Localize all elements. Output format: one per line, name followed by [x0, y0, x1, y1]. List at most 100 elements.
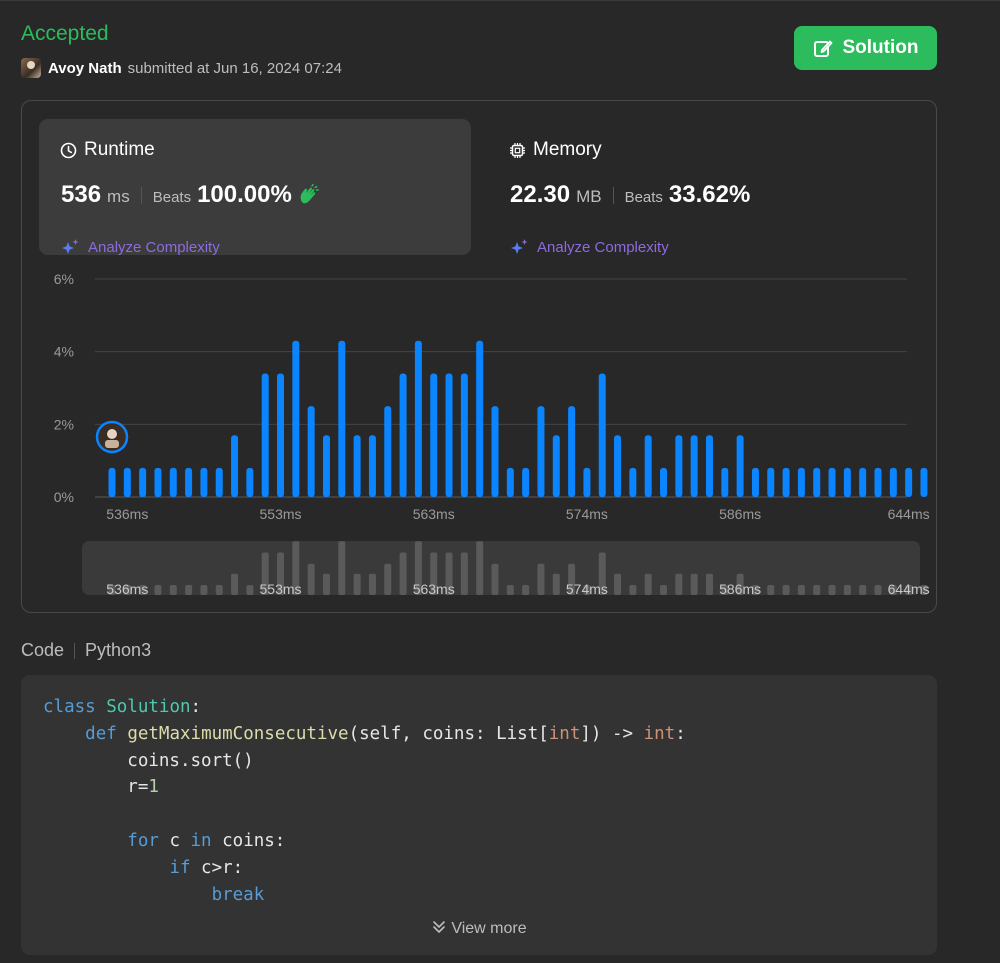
x-tick-label: 536ms — [106, 506, 148, 522]
minimap-bar — [215, 585, 223, 595]
memory-analyze-complexity[interactable]: Analyze Complexity — [510, 238, 669, 257]
minimap-bar — [889, 585, 897, 595]
minimap-bar — [353, 573, 361, 595]
top-divider — [0, 0, 1000, 1]
bar — [368, 435, 376, 497]
bar — [767, 467, 775, 497]
minimap-bar — [874, 585, 882, 595]
minimap-bar — [368, 573, 376, 595]
minimap-bar — [644, 573, 652, 595]
runtime-analyze-complexity[interactable]: Analyze Complexity — [61, 238, 220, 257]
bar — [552, 435, 560, 497]
minimap-bar — [751, 585, 759, 595]
minimap-bar — [614, 573, 622, 595]
solution-button[interactable]: Solution — [794, 26, 937, 70]
minimap-bar — [522, 585, 530, 595]
minimap-bar — [154, 585, 162, 595]
bar — [476, 340, 484, 497]
minimap-bar — [859, 585, 867, 595]
minimap-bar — [139, 585, 147, 595]
code-language: Python3 — [85, 640, 152, 660]
bar — [598, 373, 606, 497]
minimap-bar — [797, 585, 805, 595]
minimap-bar — [246, 585, 254, 595]
memory-value: 22.30 MB Beats 33.62% — [510, 181, 750, 209]
y-tick-label: 0% — [54, 489, 74, 505]
avatar-body — [105, 440, 119, 448]
minimap-track — [82, 541, 920, 595]
bar — [154, 467, 162, 497]
bar — [782, 467, 790, 497]
bar — [322, 435, 330, 497]
x-tick-label: 563ms — [413, 506, 455, 522]
minimap-bar — [322, 573, 330, 595]
minimap-tick-label: 553ms — [260, 581, 302, 597]
runtime-distribution-chart[interactable]: 0%2%4%6%536ms 553ms 563ms 574ms 586ms 644ms53… — [22, 101, 936, 612]
bar — [399, 373, 407, 497]
minimap-bar — [843, 585, 851, 595]
clap-icon — [300, 184, 319, 204]
minimap-bar — [705, 573, 713, 595]
bar — [139, 467, 147, 497]
runtime-value: 536 ms Beats 100.00% — [61, 181, 319, 209]
minimap-bar — [169, 585, 177, 595]
minimap-bar — [384, 563, 392, 595]
minimap-bar — [476, 541, 484, 595]
bar — [169, 467, 177, 497]
bar — [859, 467, 867, 497]
bar — [568, 406, 576, 497]
avatar[interactable] — [21, 58, 41, 78]
minimap-bar — [660, 585, 668, 595]
sparkle-icon — [62, 239, 79, 254]
bar — [231, 435, 239, 497]
edit-icon — [813, 40, 832, 57]
bar — [736, 435, 744, 497]
bar — [215, 467, 223, 497]
minimap-tick-label: 644ms — [888, 581, 930, 597]
minimap-bar — [598, 552, 606, 595]
performance-panel: Runtime 536 ms Beats 100.00% Analyze Com… — [21, 100, 937, 613]
bar — [920, 467, 928, 497]
memory-card[interactable]: Memory 22.30 MB Beats 33.62% Analyze Com… — [488, 119, 920, 257]
minimap-bar — [690, 573, 698, 595]
view-more-button[interactable]: View more — [21, 919, 937, 938]
minimap-bar — [767, 585, 775, 595]
avatar-face — [107, 429, 117, 439]
runtime-analyze-label: Analyze Complexity — [88, 239, 220, 256]
chevron-double-down-icon — [433, 921, 446, 933]
code-label: Code — [21, 640, 65, 660]
runtime-card[interactable]: Runtime 536 ms Beats 100.00% Analyze Com… — [39, 119, 471, 257]
bar — [751, 467, 759, 497]
bar — [522, 467, 530, 497]
x-tick-label: 553ms — [260, 506, 302, 522]
minimap-tick-label: 586ms — [719, 581, 761, 597]
minimap-bar — [261, 552, 269, 595]
minimap-bar — [123, 585, 131, 595]
code-content: class Solution: def getMaximumConsecutiv… — [43, 697, 686, 905]
bar — [123, 467, 131, 497]
minimap-bar — [338, 541, 346, 595]
minimap-bar — [813, 585, 821, 595]
username-link[interactable]: Avoy Nath — [48, 59, 122, 77]
bar — [277, 373, 285, 497]
y-tick-label: 6% — [54, 271, 74, 287]
bar — [614, 435, 622, 497]
minimap-bar — [277, 552, 285, 595]
x-tick-label: 586ms — [719, 506, 761, 522]
bar — [430, 373, 438, 497]
minimap-bar — [491, 563, 499, 595]
bar — [583, 467, 591, 497]
bar — [491, 406, 499, 497]
bar — [629, 467, 637, 497]
runtime-beats-value: 100.00% — [197, 181, 292, 208]
bar — [828, 467, 836, 497]
code-block[interactable]: class Solution: def getMaximumConsecutiv… — [21, 675, 937, 955]
bar — [108, 467, 116, 497]
minimap-bar — [583, 585, 591, 595]
minimap-bar — [108, 585, 116, 595]
minimap-tick-label: 563ms — [413, 581, 455, 597]
memory-title-label: Memory — [533, 139, 602, 160]
y-tick-label: 4% — [54, 344, 74, 360]
minimap-bar — [920, 585, 928, 595]
minimap-bar — [200, 585, 208, 595]
